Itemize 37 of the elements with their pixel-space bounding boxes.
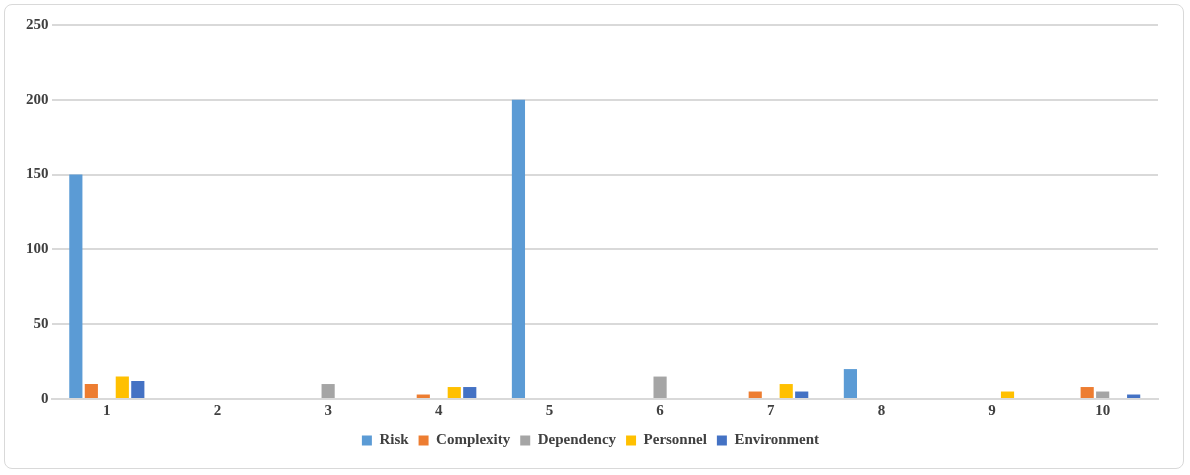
x-tick-label: 1: [103, 401, 111, 418]
bar: [321, 384, 335, 398]
x-tick-label: 2: [213, 401, 222, 418]
legend-label: Dependency: [537, 431, 617, 448]
x-tick-label: 6: [656, 401, 665, 418]
bar: [748, 391, 762, 398]
x-tick-label: 5: [545, 401, 554, 418]
y-tick-label: 150: [26, 165, 49, 182]
bar: [843, 369, 857, 398]
bar: [1096, 391, 1110, 398]
bar: [511, 99, 526, 398]
bar: [131, 381, 145, 398]
bar: [463, 387, 477, 398]
y-tick-label: 100: [26, 240, 49, 257]
bar: [115, 376, 129, 398]
x-tick-label: 9: [988, 401, 996, 418]
y-tick-label: 0: [41, 389, 49, 406]
legend-label: Complexity: [436, 431, 511, 448]
y-tick-label: 250: [26, 15, 49, 32]
bar: [779, 384, 793, 398]
x-tick-label: 8: [877, 401, 886, 418]
x-tick-label: 3: [324, 401, 332, 418]
legend-label: Environment: [734, 431, 820, 448]
legend-label: Risk: [379, 431, 410, 448]
legend-label: Personnel: [643, 431, 707, 448]
y-tick-label: 50: [33, 315, 49, 332]
bar: [795, 391, 809, 398]
bar: [84, 384, 98, 398]
x-tick-label: 10: [1095, 401, 1111, 418]
x-tick-label: 4: [435, 401, 444, 418]
bar: [447, 387, 461, 398]
bar: [1000, 391, 1015, 398]
x-tick-label: 7: [766, 401, 775, 418]
bar: [653, 376, 667, 398]
y-tick-label: 200: [26, 90, 49, 107]
bar: [1080, 387, 1094, 398]
bar: [69, 174, 83, 398]
